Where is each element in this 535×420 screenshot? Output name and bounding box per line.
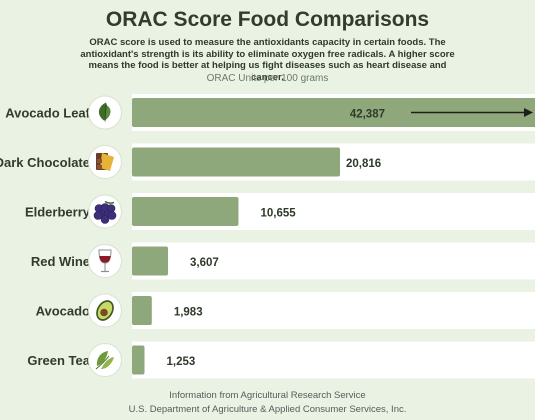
category-label: Red Wine: [31, 254, 90, 269]
unit-label: ORAC Units per 100 grams: [206, 73, 329, 84]
category-label: Avocado: [36, 304, 90, 319]
source-line-1: Information from Agricultural Research S…: [169, 390, 366, 401]
bar: [132, 345, 145, 375]
source-line-2: U.S. Department of Agriculture & Applied…: [128, 404, 407, 415]
value-label: 1,253: [167, 356, 196, 368]
tea-leaf-icon: [88, 343, 122, 377]
bar: [132, 147, 340, 177]
bar: [132, 98, 535, 127]
value-label: 42,387: [350, 109, 385, 121]
bar-row: Elderberry 10,655: [25, 193, 535, 230]
bar-row: Dark Chocolate 20,816: [0, 143, 535, 181]
bar-row: Red Wine 3,607: [31, 242, 535, 280]
value-label: 1,983: [174, 307, 203, 319]
chart-title: ORAC Score Food Comparisons: [105, 8, 430, 31]
bar: [132, 296, 152, 325]
value-label: 3,607: [190, 257, 219, 269]
bar-track: [132, 242, 535, 280]
bar-track: [132, 292, 535, 329]
bar-row: Avocado Leaf 42,387: [5, 94, 535, 131]
value-label: 20,816: [346, 158, 381, 170]
category-label: Green Tea: [27, 353, 90, 368]
overflow-arrow: [411, 108, 533, 117]
bar: [132, 246, 169, 276]
chart-intro: ORAC score is used to measure the antiox…: [80, 37, 455, 83]
bar-track: [132, 341, 535, 379]
wine-glass-icon: [88, 244, 122, 278]
elderberry-icon: [88, 194, 122, 229]
leaf-icon: [88, 95, 122, 130]
category-label: Elderberry: [25, 205, 91, 220]
chocolate-icon: [88, 145, 122, 179]
bar: [132, 197, 239, 226]
category-label: Dark Chocolate: [0, 155, 90, 170]
bar-row: Green Tea 1,253: [27, 341, 535, 379]
bar-row: Avocado 1,983: [36, 292, 535, 329]
category-label: Avocado Leaf: [5, 106, 90, 121]
avocado-icon: [88, 293, 122, 328]
value-label: 10,655: [260, 208, 296, 220]
